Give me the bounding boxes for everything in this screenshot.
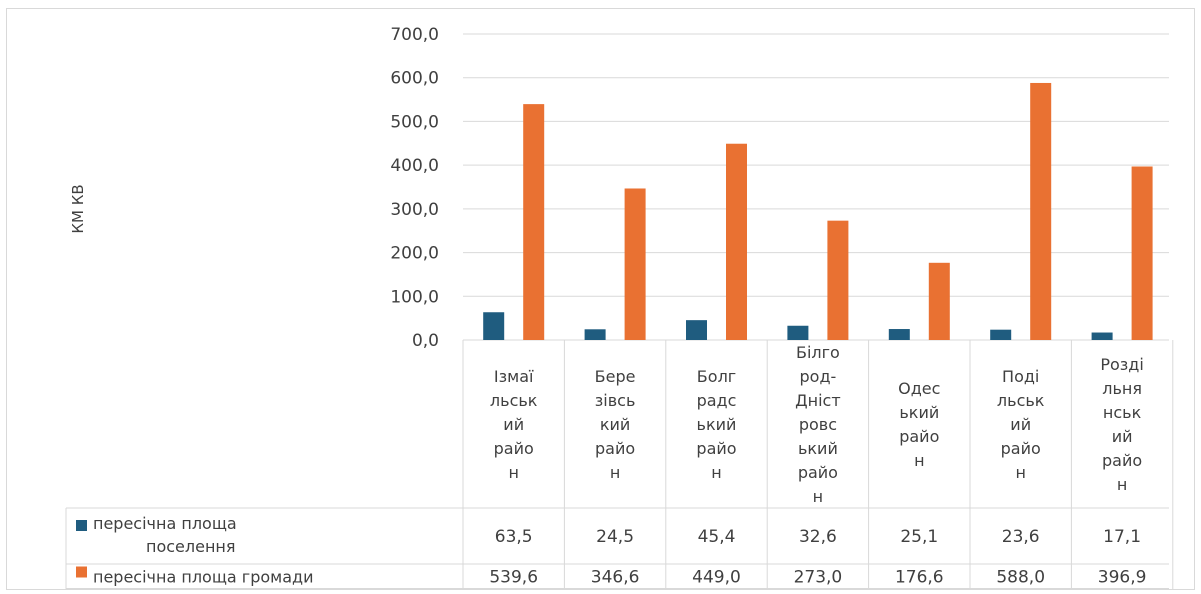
value-cell-community: 346,6: [591, 568, 640, 588]
category-label: н: [711, 463, 721, 482]
legend-label: пересічна площа: [93, 514, 237, 533]
category-label: ький: [899, 403, 939, 422]
category-label: ький: [798, 439, 838, 458]
y-tick-label: 300,0: [390, 200, 439, 220]
bar-community-area: [928, 262, 950, 340]
value-cell-community: 539,6: [489, 568, 538, 588]
category-label: райо: [1102, 451, 1142, 470]
bar-community-area: [827, 220, 849, 340]
category-label: радс: [697, 391, 737, 410]
y-tick-label: 100,0: [390, 287, 439, 307]
bar-community-area: [1131, 166, 1153, 340]
bar-settlement-area: [1091, 332, 1113, 340]
category-label: льськ: [997, 391, 1045, 410]
value-cell-settlement: 45,4: [698, 527, 736, 547]
value-cell-community: 588,0: [996, 568, 1045, 588]
category-label: н: [813, 487, 823, 506]
legend-key-settlement: [76, 520, 87, 531]
bar-settlement-area: [787, 325, 809, 340]
chart-frame: 0,0 100,0 200,0 300,0 400,0 500,0 600,0 700,0 К…: [6, 8, 1195, 590]
bar-community-area: [726, 143, 747, 340]
value-cell-community: 396,9: [1098, 568, 1147, 588]
category-label: н: [610, 463, 620, 482]
category-label: Білго: [796, 343, 840, 362]
value-cell-settlement: 63,5: [495, 527, 533, 547]
bar-community-area: [1030, 82, 1052, 341]
category-label: нськ: [1103, 403, 1142, 422]
category-label: Бере: [595, 367, 636, 386]
category-label: ий: [503, 415, 524, 434]
category-label: ий: [1112, 427, 1133, 446]
bar-settlement-area: [888, 329, 910, 340]
value-cell-settlement: 17,1: [1103, 527, 1141, 547]
category-label: ький: [697, 415, 737, 434]
bar-settlement-area: [584, 329, 606, 340]
category-label: н: [508, 463, 518, 482]
bars: [483, 82, 1153, 341]
bar-chart: 0,0 100,0 200,0 300,0 400,0 500,0 600,0 700,0 К…: [65, 25, 1174, 589]
category-label: райо: [899, 427, 939, 446]
category-label: Розді: [1100, 355, 1143, 374]
value-cell-settlement: 32,6: [799, 527, 837, 547]
category-label: райо: [696, 439, 736, 458]
bar-settlement-area: [990, 329, 1012, 340]
category-label: н: [1015, 463, 1025, 482]
legend-key-community: [76, 566, 87, 578]
bar-settlement-area: [483, 312, 505, 340]
data-table: Ізмаї льськ ий райо н Бере зівсь кий райо н Болг ра…: [65, 340, 1174, 589]
y-tick-label: 600,0: [390, 69, 439, 89]
y-axis-ticks: 0,0 100,0 200,0 300,0 400,0 500,0 600,0 700,0: [390, 25, 439, 351]
value-cell-settlement: 23,6: [1002, 527, 1040, 547]
category-label: Дніст: [795, 391, 841, 410]
bar-community-area: [523, 104, 545, 341]
y-tick-label: 200,0: [390, 244, 439, 264]
value-cell-settlement: 25,1: [900, 527, 938, 547]
value-cell-community: 273,0: [794, 568, 843, 588]
value-cell-community: 449,0: [692, 568, 741, 588]
category-label: ровс: [799, 415, 837, 434]
category-label: род-: [800, 367, 837, 386]
legend-label: пересічна площа громади: [93, 568, 313, 587]
bar-community-area: [624, 188, 646, 340]
category-label: кий: [600, 415, 630, 434]
category-label: Ізмаї: [494, 367, 534, 386]
legend-label: поселення: [146, 537, 236, 556]
y-tick-label: 0,0: [412, 331, 439, 351]
gridlines: [463, 33, 1169, 341]
category-label: Поді: [1002, 367, 1039, 386]
value-cell-community: 176,6: [895, 568, 944, 588]
category-label: зівсь: [595, 391, 636, 410]
y-tick-label: 400,0: [390, 156, 439, 176]
value-cell-settlement: 24,5: [596, 527, 634, 547]
y-tick-label: 500,0: [390, 112, 439, 132]
bar-settlement-area: [686, 320, 707, 340]
category-label: Болг: [697, 367, 736, 386]
category-label: райо: [595, 439, 635, 458]
category-label: райо: [494, 439, 534, 458]
y-tick-label: 700,0: [390, 25, 439, 45]
category-label: льськ: [490, 391, 538, 410]
category-label: н: [1117, 475, 1127, 494]
category-label: ий: [1010, 415, 1031, 434]
category-label: райо: [1001, 439, 1041, 458]
category-label: Одес: [898, 379, 940, 398]
category-label: льня: [1102, 379, 1142, 398]
category-label: райо: [798, 463, 838, 482]
y-axis-label: КМ КВ: [69, 184, 87, 233]
category-label: н: [914, 451, 924, 470]
